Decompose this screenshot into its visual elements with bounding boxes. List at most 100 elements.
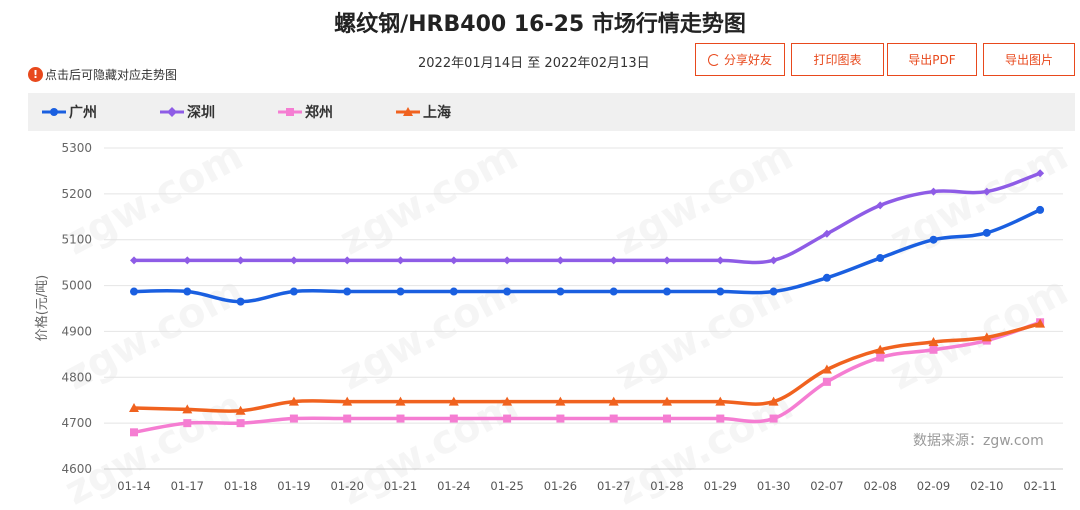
data-point <box>130 287 138 296</box>
data-point <box>502 396 513 406</box>
x-tick-label: 01-26 <box>544 479 577 493</box>
x-tick-label: 01-17 <box>171 479 204 493</box>
x-tick-label: 01-30 <box>757 479 790 493</box>
export-pdf-label: 导出PDF <box>908 53 956 67</box>
series-line-1 <box>132 171 1042 265</box>
data-point <box>396 256 405 265</box>
y-axis-label: 价格(元/吨) <box>34 275 50 342</box>
data-point <box>503 414 512 423</box>
y-tick-label: 5000 <box>61 279 92 293</box>
data-point <box>288 396 299 406</box>
legend-item-shenzhen[interactable]: 深圳 <box>160 102 264 122</box>
data-point <box>822 273 831 282</box>
data-point <box>929 187 938 196</box>
data-point <box>928 336 939 346</box>
y-tick-label: 4800 <box>61 370 92 384</box>
data-point <box>236 419 245 428</box>
data-point <box>289 414 298 423</box>
data-point <box>662 396 672 406</box>
export-pdf-button[interactable]: 导出PDF <box>887 43 977 76</box>
exclamation-icon: ! <box>28 67 43 82</box>
legend-item-guangzhou[interactable]: 广州 <box>42 102 146 122</box>
x-tick-label: 02-07 <box>810 479 843 493</box>
data-point <box>716 414 725 423</box>
watermark: zgw.com <box>57 383 250 510</box>
data-point <box>821 364 832 374</box>
data-point <box>1036 205 1045 214</box>
data-point <box>289 287 298 296</box>
legend-item-zhengzhou[interactable]: 郑州 <box>278 102 382 122</box>
watermark: zgw.com <box>882 268 1075 400</box>
data-point <box>875 344 886 354</box>
data-point <box>503 287 512 296</box>
data-point <box>609 414 618 423</box>
data-point <box>1035 318 1046 328</box>
data-point <box>556 256 565 265</box>
x-tick-label: 01-19 <box>277 479 310 493</box>
data-point <box>235 405 246 415</box>
data-point <box>981 332 992 342</box>
x-tick-label: 01-28 <box>650 479 683 493</box>
data-point <box>715 396 726 406</box>
export-image-button[interactable]: 导出图片 <box>983 43 1075 76</box>
legend-item-shanghai[interactable]: 上海 <box>396 102 500 122</box>
x-tick-label: 01-14 <box>117 479 150 493</box>
y-tick-label: 4900 <box>61 324 92 338</box>
data-point <box>663 287 671 296</box>
y-tick-label: 5100 <box>61 233 92 247</box>
data-point <box>342 396 353 406</box>
data-point <box>768 396 779 406</box>
x-tick-label: 01-21 <box>384 479 417 493</box>
data-point <box>929 235 938 244</box>
x-tick-label: 01-25 <box>490 479 523 493</box>
data-point <box>182 404 193 414</box>
x-tick-label: 01-24 <box>437 479 470 493</box>
legend-label: 上海 <box>423 105 451 121</box>
legend-label: 郑州 <box>305 105 333 121</box>
data-point <box>503 256 512 265</box>
data-point <box>396 287 405 296</box>
legend: 广州 深圳 郑州 上海 <box>28 93 1075 131</box>
data-point <box>448 396 459 406</box>
data-point <box>876 254 885 263</box>
watermark: zgw.com <box>332 133 525 265</box>
x-tick-label: 02-11 <box>1023 479 1056 493</box>
data-point <box>608 396 619 406</box>
x-tick-label: 02-09 <box>917 479 950 493</box>
x-tick-label: 02-08 <box>863 479 896 493</box>
data-point <box>129 403 139 413</box>
data-point <box>982 187 991 196</box>
hint-text: 点击后可隐藏对应走势图 <box>45 68 178 82</box>
watermark: zgw.com <box>332 268 525 400</box>
x-tick-label: 01-18 <box>224 479 257 493</box>
data-point <box>183 256 192 265</box>
data-point <box>130 256 138 265</box>
data-point <box>183 419 192 428</box>
legend-marker-icon <box>160 107 184 117</box>
data-point <box>236 297 245 306</box>
data-point <box>449 287 458 296</box>
data-point <box>822 377 831 386</box>
data-point <box>395 396 406 406</box>
data-point <box>343 414 352 423</box>
share-icon <box>707 53 720 66</box>
hide-series-hint: ! 点击后可隐藏对应走势图 <box>28 66 177 83</box>
data-point <box>1036 169 1045 178</box>
watermark: zgw.com <box>607 268 800 400</box>
legend-label: 广州 <box>69 105 97 121</box>
x-tick-label: 02-10 <box>970 479 1003 493</box>
data-point <box>343 256 352 265</box>
data-point <box>236 256 245 265</box>
watermark: zgw.com <box>607 133 800 265</box>
share-button[interactable]: 分享好友 <box>695 43 785 76</box>
data-point <box>183 287 192 296</box>
date-range: 2022年01月14日 至 2022年02月13日 <box>418 56 650 71</box>
export-image-label: 导出图片 <box>1004 53 1053 67</box>
legend-label: 深圳 <box>187 105 215 121</box>
legend-marker-icon <box>42 108 66 116</box>
print-chart-label: 打印图表 <box>813 53 862 67</box>
data-point <box>769 256 778 265</box>
print-chart-button[interactable]: 打印图表 <box>791 43 884 76</box>
series-line-0 <box>132 208 1042 304</box>
data-point <box>876 201 885 210</box>
